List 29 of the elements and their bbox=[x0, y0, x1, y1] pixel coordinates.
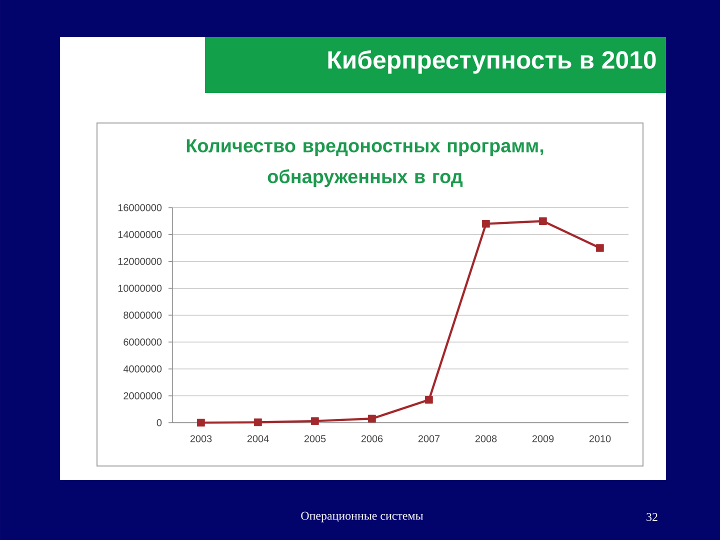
point bbox=[311, 417, 319, 425]
x-tick-label: 2009 bbox=[532, 435, 554, 442]
x-tick-label: 2006 bbox=[361, 435, 383, 442]
y-tick-label: 12000000 bbox=[118, 258, 162, 265]
x-tick-label: 2007 bbox=[418, 435, 440, 442]
point bbox=[596, 244, 604, 252]
y-tick-label: 0 bbox=[156, 419, 162, 426]
y-tick-label: 10000000 bbox=[118, 284, 162, 292]
x-tick-label: 2003 bbox=[190, 435, 212, 442]
x-tick-label: 2005 bbox=[304, 435, 326, 442]
chart-title: Количество вредоностных программ, обнаруженных в год bbox=[186, 139, 544, 188]
point bbox=[368, 414, 376, 423]
y-tick-label: 4000000 bbox=[123, 365, 162, 372]
y-tick-label: 14000000 bbox=[118, 231, 162, 238]
y-tick-label: 2000000 bbox=[124, 392, 162, 400]
x-tick-label: 2008 bbox=[475, 435, 497, 442]
text: 32 bbox=[646, 512, 658, 521]
point bbox=[197, 418, 205, 427]
point bbox=[539, 217, 547, 225]
point bbox=[254, 418, 262, 426]
point bbox=[425, 396, 433, 404]
y-tick-label: 6000000 bbox=[124, 338, 162, 346]
y-tick-label: 8000000 bbox=[124, 312, 162, 319]
text: Киберпреступность в 2010 bbox=[328, 50, 656, 74]
text: Операционные системы bbox=[301, 512, 424, 522]
x-tick-label: 2010 bbox=[589, 435, 611, 442]
point bbox=[482, 220, 490, 228]
y-tick-label: 16000000 bbox=[118, 204, 162, 212]
x-tick-label: 2004 bbox=[247, 435, 269, 442]
